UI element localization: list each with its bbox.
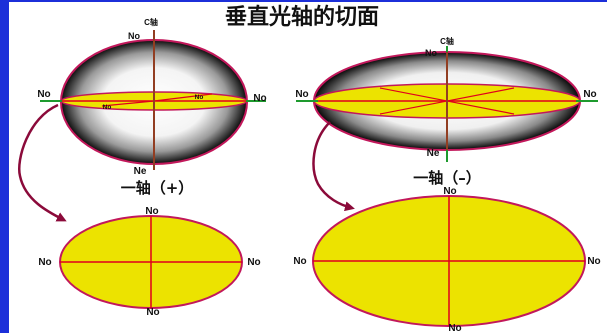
positive-bottom-ne: Ne bbox=[134, 166, 147, 177]
negative-axis-label: C轴 bbox=[440, 36, 454, 46]
positive-radius-a bbox=[153, 93, 213, 102]
negative-section-left-no: No bbox=[293, 256, 306, 267]
negative-axis-top-no: No bbox=[425, 48, 437, 58]
positive-equator-left-no: No bbox=[37, 89, 50, 100]
negative-caption: 一轴（–） bbox=[413, 169, 481, 187]
negative-indicatrix: C轴 No No No Ne 一轴（–） bbox=[295, 36, 598, 187]
negative-equator-right-no: No bbox=[583, 89, 596, 100]
positive-inner-no-a: No bbox=[195, 94, 204, 101]
positive-inner-no-b: No bbox=[103, 104, 112, 111]
positive-indicatrix: C轴 No No No No No Ne 一轴（+） bbox=[37, 17, 266, 197]
positive-circular-section: No No No No bbox=[38, 206, 260, 318]
positive-section-left-no: No bbox=[38, 257, 51, 268]
negative-bottom-ne: Ne bbox=[427, 148, 440, 159]
negative-section-top-no: No bbox=[443, 186, 456, 197]
positive-axis-label: C轴 bbox=[144, 17, 158, 27]
positive-equator-right-no: No bbox=[253, 93, 266, 104]
positive-transfer-arrow bbox=[18, 103, 67, 222]
negative-transfer-arrow bbox=[312, 121, 355, 212]
positive-section-top-no: No bbox=[145, 206, 158, 217]
positive-radius-b bbox=[101, 100, 155, 107]
page-title: 垂直光轴的切面 bbox=[225, 4, 379, 30]
positive-section-right-no: No bbox=[247, 257, 260, 268]
positive-section-bottom-no: No bbox=[146, 307, 159, 318]
negative-section-bottom-no: No bbox=[448, 323, 461, 333]
positive-caption: 一轴（+） bbox=[121, 179, 194, 197]
positive-axis-top-no: No bbox=[128, 31, 140, 41]
negative-equator-left-no: No bbox=[295, 89, 308, 100]
negative-circular-section: No No No No bbox=[293, 186, 600, 333]
negative-section-right-no: No bbox=[587, 256, 600, 267]
